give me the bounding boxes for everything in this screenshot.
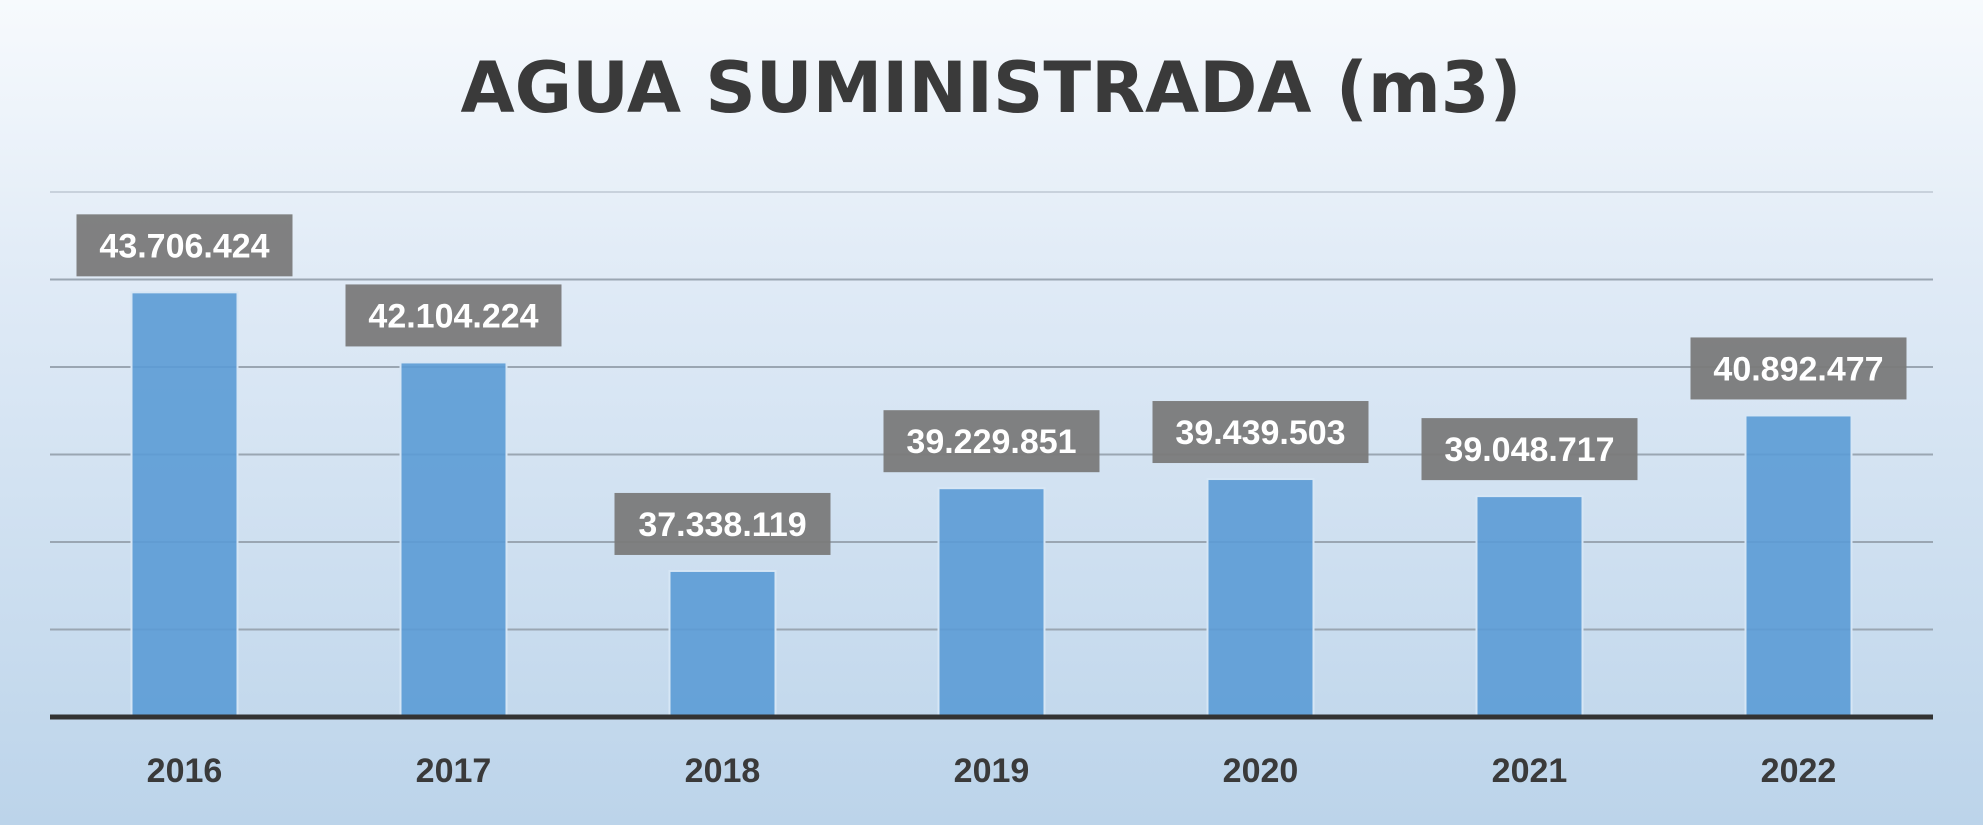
data-label-box <box>345 284 562 347</box>
x-tick-label: 2019 <box>954 752 1030 790</box>
data-label-box <box>614 492 831 555</box>
data-label-box <box>76 214 293 277</box>
x-tick-label: 2016 <box>147 752 223 790</box>
data-label-box <box>1152 401 1369 464</box>
x-tick-label: 2021 <box>1492 752 1568 790</box>
x-tick-label: 2017 <box>416 752 492 790</box>
chart-title: AGUA SUMINISTRADA (m3) <box>461 47 1522 129</box>
data-label-box <box>883 410 1100 473</box>
data-label-box <box>1421 418 1638 481</box>
data-label: 40.892.477 <box>1713 350 1883 388</box>
data-labels: 43.706.424 42.104.224 37.338.119 39.229.851… <box>76 214 1907 555</box>
data-label: 39.229.851 <box>906 423 1076 461</box>
x-tick-labels: 2016 2017 2018 2019 2020 2021 2022 <box>147 752 1837 790</box>
data-label: 39.439.503 <box>1175 414 1345 452</box>
bar-2018 <box>668 569 777 718</box>
bar-2021 <box>1475 495 1584 718</box>
bar-2022 <box>1744 414 1853 718</box>
data-label-box <box>1690 337 1907 400</box>
data-label: 43.706.424 <box>99 227 269 265</box>
x-tick-label: 2020 <box>1223 752 1299 790</box>
data-label: 42.104.224 <box>368 297 538 335</box>
x-tick-label: 2022 <box>1761 752 1837 790</box>
x-tick-label: 2018 <box>685 752 761 790</box>
bar-2016 <box>130 291 239 718</box>
bars <box>130 291 1853 719</box>
bar-2020 <box>1206 478 1315 718</box>
bar-2017 <box>399 361 508 718</box>
data-label: 39.048.717 <box>1444 431 1614 469</box>
bar-2019 <box>937 487 1046 719</box>
data-label: 37.338.119 <box>638 506 806 544</box>
